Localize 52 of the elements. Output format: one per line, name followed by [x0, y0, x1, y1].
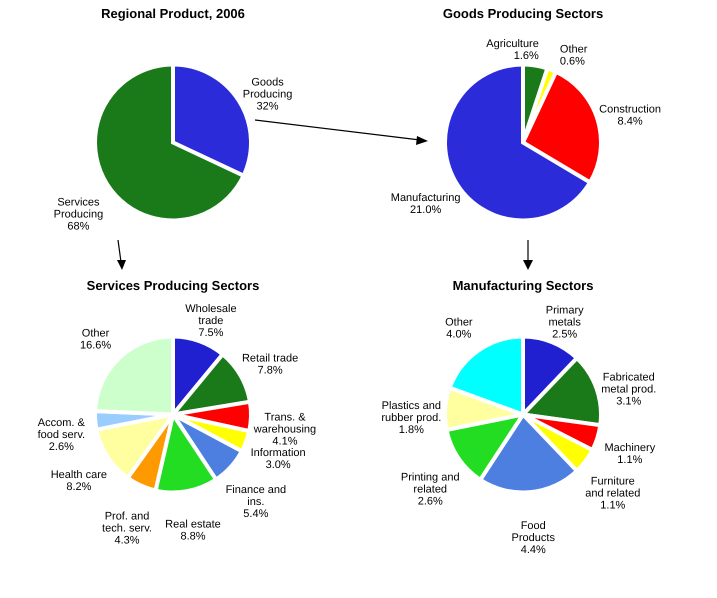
data-label: 4.4% — [520, 544, 546, 556]
data-label: 16.6% — [80, 340, 112, 352]
data-label: 8.2% — [66, 481, 92, 494]
slice-label: Construction — [599, 104, 661, 116]
data-label: 4.1% — [272, 435, 298, 448]
data-label: 1.1% — [617, 454, 643, 466]
data-label: 32% — [256, 100, 279, 112]
data-label: 1.6% — [514, 50, 540, 62]
data-label: 68% — [67, 220, 90, 233]
chart-title: Regional Product, 2006 — [101, 6, 245, 21]
slice-label: Real estate — [165, 518, 221, 531]
slice-label: Other — [82, 328, 110, 340]
data-label: 3.1% — [616, 396, 642, 408]
data-label: 2.6% — [418, 495, 443, 508]
slice-label: Prof. and tech. serv. — [102, 510, 152, 535]
slice-label: Information — [250, 447, 306, 460]
data-label: 0.6% — [560, 56, 586, 68]
chart-title: Goods Producing Sectors — [442, 6, 604, 21]
slice-label: Services Producing — [54, 196, 104, 221]
slice-label: Wholesale trade — [185, 303, 237, 328]
data-label: 7.8% — [258, 364, 283, 377]
slice-label: Finance and ins. — [226, 484, 286, 508]
slice-label: Accom. & food serv. — [38, 416, 86, 441]
data-label: 2.6% — [48, 440, 74, 453]
slice-label: Machinery — [604, 442, 656, 454]
data-label: 5.4% — [243, 508, 269, 520]
chart-title: Manufacturing Sectors — [452, 278, 594, 293]
slice-label: Agriculture — [486, 38, 539, 50]
slice-label: Food Products — [512, 520, 556, 544]
data-label: 1.8% — [398, 424, 424, 436]
data-label: 7.5% — [198, 327, 224, 340]
slice-label: Primary metals — [546, 304, 584, 329]
slice-label: Fabricated metal prod. — [601, 372, 656, 396]
slice-label: Health care — [50, 469, 107, 482]
slice-label: Trans. & warehousing — [252, 411, 316, 436]
slice-label: Other — [560, 44, 588, 56]
data-label: 3.0% — [266, 459, 291, 472]
data-label: 4.3% — [114, 534, 140, 547]
data-label: 2.5% — [552, 328, 578, 341]
chart-title: Services Producing Sectors — [86, 278, 260, 293]
data-label: 4.0% — [446, 328, 472, 341]
data-label: 1.1% — [600, 499, 626, 512]
slice-label: Plastics and rubber prod. — [381, 400, 442, 424]
slice-label: Goods Producing — [242, 76, 292, 100]
data-label: 8.4% — [618, 116, 643, 128]
data-label: 21.0% — [410, 204, 442, 216]
slice-label: Printing and related — [400, 471, 460, 496]
slice-label: Retail trade — [242, 352, 298, 365]
slice-label: Furniture and related — [585, 475, 640, 500]
slice-label: Other — [445, 316, 473, 329]
slice-label: Manufacturing — [390, 192, 460, 204]
data-label: 8.8% — [180, 530, 206, 543]
